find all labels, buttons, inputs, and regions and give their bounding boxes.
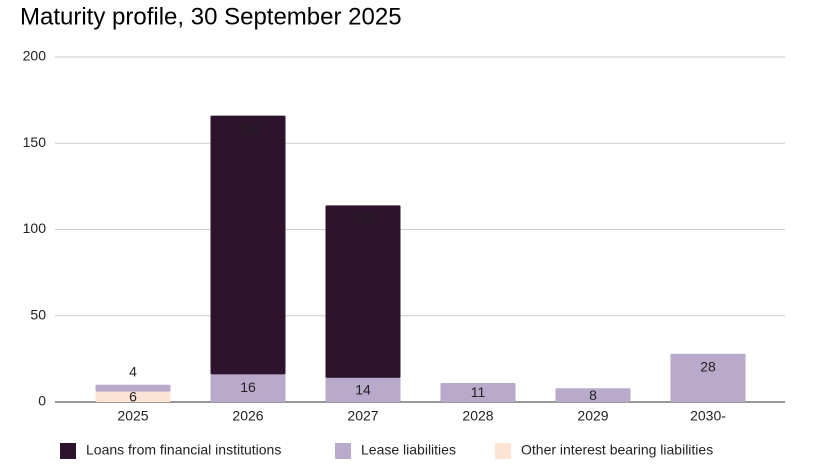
bar-segment <box>325 205 401 378</box>
data-label: 150 <box>236 120 260 136</box>
y-tick-label: 0 <box>38 393 46 409</box>
x-tick-label: 2026 <box>232 408 263 424</box>
legend-swatch <box>495 443 511 459</box>
bar-segment <box>210 374 286 402</box>
y-tick-label: 100 <box>23 220 47 236</box>
x-tick-label: 2025 <box>117 408 148 424</box>
legend-label: Other interest bearing liabilities <box>521 442 713 458</box>
data-label: 4 <box>129 363 137 379</box>
data-label: 16 <box>240 379 256 395</box>
legend-label: Lease liabilities <box>361 442 456 458</box>
y-tick-label: 200 <box>23 48 47 64</box>
bar-segment <box>555 388 631 402</box>
data-label: 100 <box>351 210 375 226</box>
x-tick-label: 2027 <box>347 408 378 424</box>
legend-swatch <box>60 443 76 459</box>
legend-label: Loans from financial institutions <box>86 442 281 458</box>
data-label: 11 <box>471 384 486 400</box>
bar-segment <box>95 384 171 392</box>
bar-segment <box>670 353 746 402</box>
y-tick-label: 50 <box>30 306 46 322</box>
x-tick-label: 2029 <box>577 408 608 424</box>
data-label: 8 <box>589 387 597 403</box>
bar-segment <box>325 377 401 402</box>
data-label: 28 <box>700 358 716 374</box>
bar-segment <box>210 115 286 375</box>
x-tick-label: 2028 <box>462 408 493 424</box>
y-tick-label: 150 <box>23 134 47 150</box>
x-tick-label: 2030- <box>690 408 726 424</box>
chart-title: Maturity profile, 30 September 2025 <box>20 3 402 30</box>
legend-swatch <box>335 443 351 459</box>
bar-segment <box>95 391 171 402</box>
data-label: 6 <box>129 389 137 405</box>
data-label: 14 <box>355 382 371 398</box>
bar-segment <box>440 383 516 402</box>
